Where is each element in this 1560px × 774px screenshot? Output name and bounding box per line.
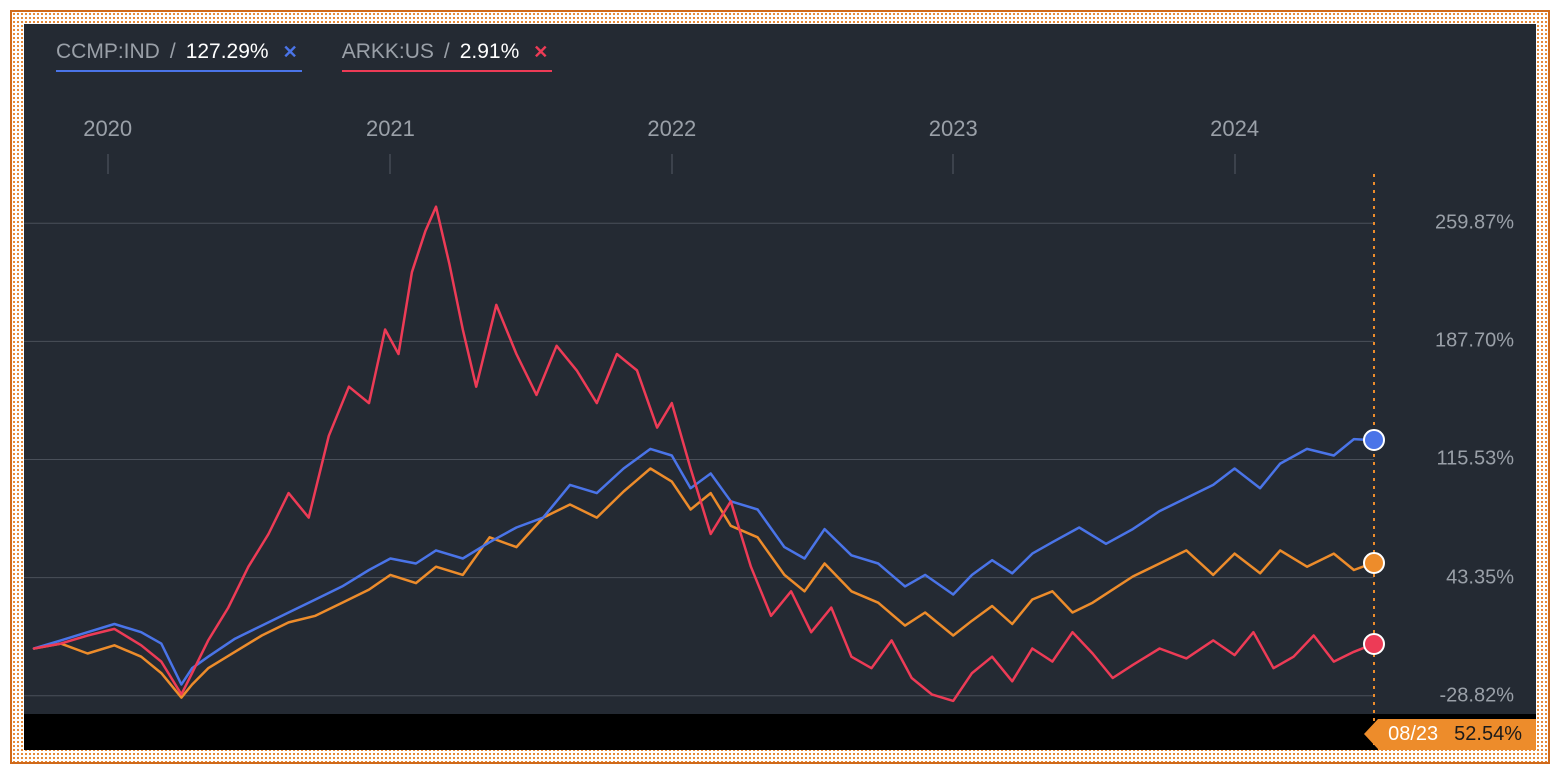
x-axis-tick — [107, 154, 108, 174]
x-axis-tick — [671, 154, 672, 174]
legend-item: CCMP:IND / 127.29% ✕ — [56, 40, 302, 72]
series-end-marker — [1363, 633, 1385, 655]
x-axis-tick — [1234, 154, 1235, 174]
x-axis-label: 2021 — [366, 116, 415, 142]
legend: CCMP:IND / 127.29% ✕ ARKK:US / 2.91% ✕ — [56, 40, 552, 72]
y-axis-label: 259.87% — [1435, 212, 1514, 235]
cursor-tag-pointer — [1364, 719, 1378, 749]
x-axis-tick — [390, 154, 391, 174]
legend-series-label: CCMP:IND — [56, 40, 160, 64]
legend-underline — [342, 70, 553, 72]
chart-panel[interactable]: CCMP:IND / 127.29% ✕ ARKK:US / 2.91% ✕ 2020 2021… — [24, 24, 1536, 750]
cursor-bottom-tag: 08/23 52.54% — [1364, 719, 1536, 750]
legend-item: ARKK:US / 2.91% ✕ — [342, 40, 553, 72]
x-axis-label: 2022 — [647, 116, 696, 142]
y-axis-label: 115.53% — [1437, 448, 1514, 471]
x-axis-label: 2023 — [929, 116, 978, 142]
legend-series-label: ARKK:US — [342, 40, 434, 64]
legend-remove-button[interactable]: ✕ — [279, 42, 302, 63]
y-axis-label: 187.70% — [1435, 330, 1514, 353]
legend-series-value: 2.91% — [460, 40, 520, 64]
x-axis-tick — [953, 154, 954, 174]
x-axis-label: 2024 — [1210, 116, 1259, 142]
legend-underline — [56, 70, 302, 72]
outer-hatched-frame: CCMP:IND / 127.29% ✕ ARKK:US / 2.91% ✕ 2020 2021… — [10, 10, 1550, 764]
y-axis-label: 43.35% — [1446, 566, 1514, 589]
cursor-tag-value: 52.54% — [1448, 719, 1536, 750]
legend-series-value: 127.29% — [186, 40, 269, 64]
series-end-marker — [1363, 552, 1385, 574]
y-axis-label: -28.82% — [1440, 684, 1515, 707]
series-end-marker — [1363, 429, 1385, 451]
x-axis: 2020 2021 2022 2023 2024 — [24, 116, 1536, 144]
cursor-tag-date: 08/23 — [1378, 719, 1448, 750]
legend-separator: / — [170, 40, 176, 64]
legend-remove-button[interactable]: ✕ — [529, 42, 552, 63]
x-axis-label: 2020 — [83, 116, 132, 142]
legend-separator: / — [444, 40, 450, 64]
